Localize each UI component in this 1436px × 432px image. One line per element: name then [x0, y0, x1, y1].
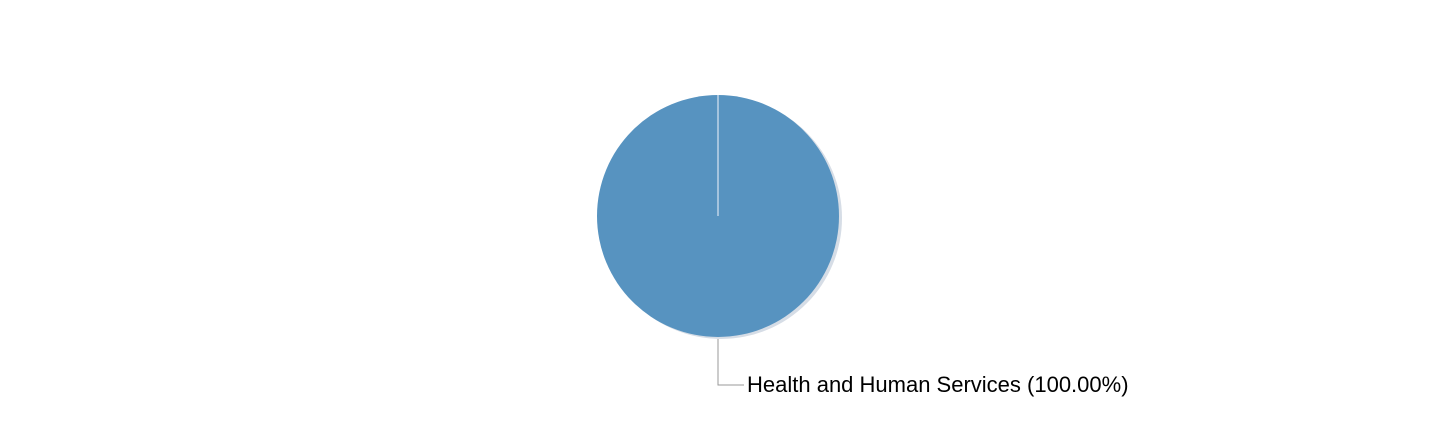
pie-slices — [597, 95, 839, 337]
slice-label: Health and Human Services (100.00%) — [747, 372, 1129, 397]
slice-leader-line — [717, 339, 744, 386]
